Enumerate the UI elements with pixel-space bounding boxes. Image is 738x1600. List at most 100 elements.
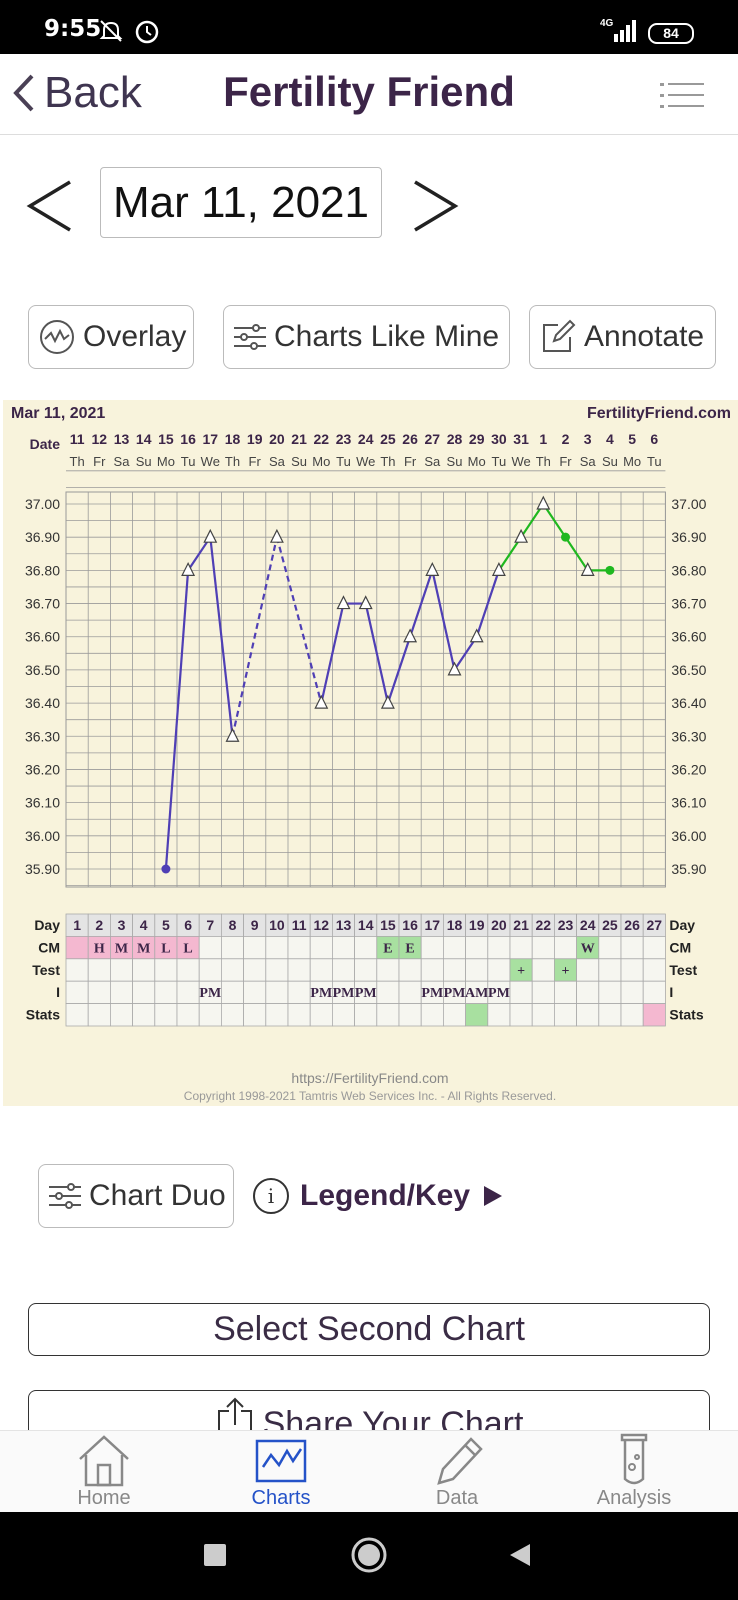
weekday-label: Mo (312, 454, 330, 469)
table-cell (642, 936, 666, 960)
date-label: 2 (562, 431, 570, 447)
table-cell-text: 11 (292, 917, 307, 933)
weekday-label: Th (70, 454, 85, 469)
weekday-label: Mo (157, 454, 175, 469)
back-nav-icon[interactable] (508, 1542, 532, 1568)
temperature-segment (564, 536, 589, 571)
weekday-label: Sa (424, 454, 441, 469)
table-cell-text: 3 (118, 917, 126, 933)
tab-data[interactable]: Data (365, 1431, 549, 1513)
menu-icon[interactable] (660, 81, 704, 111)
table-cell (531, 1003, 555, 1027)
table-cell-text: + (517, 964, 525, 979)
weekday-label: Mo (623, 454, 641, 469)
y-tick-label: 35.90 (25, 861, 60, 877)
overlay-button[interactable]: Overlay (28, 305, 194, 369)
legend-key-link[interactable]: i Legend/Key (252, 1176, 504, 1216)
table-cell (576, 980, 600, 1005)
chart-duo-button[interactable]: Chart Duo (38, 1164, 234, 1228)
select-second-chart-button[interactable]: Select Second Chart (28, 1303, 710, 1356)
chart-svg: Mar 11, 2021 FertilityFriend.com 37.00 37… (11, 405, 731, 1103)
table-cell (376, 980, 400, 1005)
table-cell (354, 958, 378, 982)
table-cell-text: 16 (402, 917, 418, 933)
status-bar: 9:55 4G 84 (0, 0, 738, 54)
tab-charts-label: Charts (251, 1487, 311, 1509)
row-label: CM (38, 939, 60, 955)
overlay-icon (40, 320, 74, 354)
date-label: 3 (584, 431, 592, 447)
weekday-label: Fr (404, 454, 417, 469)
temperature-point (536, 495, 551, 510)
table-cell (465, 1003, 489, 1027)
back-button[interactable]: Back (12, 68, 142, 117)
table-cell-text: PM (310, 986, 332, 1001)
table-cell (154, 980, 178, 1005)
date-label: 22 (314, 431, 330, 447)
y-tick-label: 36.00 (671, 828, 706, 844)
table-cell (198, 1003, 222, 1027)
date-label: 19 (247, 431, 263, 447)
table-cell-text: 7 (206, 917, 214, 933)
date-label: 17 (203, 431, 219, 447)
temperature-point (269, 528, 284, 543)
table-cell-text: + (562, 964, 570, 979)
table-cell (331, 1003, 355, 1027)
temperature-point (514, 528, 529, 543)
table-cell (531, 936, 555, 960)
temperature-point (161, 864, 171, 874)
status-time: 9:55 (44, 16, 102, 42)
share-icon (217, 1397, 252, 1437)
fertility-chart[interactable]: Mar 11, 2021 FertilityFriend.com 37.00 37… (3, 400, 738, 1106)
temperature-point (380, 694, 395, 709)
home-nav-icon[interactable] (350, 1536, 388, 1574)
weekday-label: Sa (269, 454, 286, 469)
mute-icon (99, 20, 123, 42)
table-cell (531, 980, 555, 1005)
table-cell (576, 1003, 600, 1027)
temperature-segment (164, 570, 190, 870)
info-icon: i (253, 1178, 289, 1214)
tab-home[interactable]: Home (12, 1431, 196, 1513)
date-label: 15 (158, 431, 174, 447)
table-cell (331, 936, 355, 960)
table-cell-text: 22 (536, 917, 552, 933)
temperature-point (605, 565, 615, 575)
recent-apps-icon[interactable] (204, 1544, 226, 1566)
date-field[interactable]: Mar 11, 2021 (100, 167, 382, 238)
table-cell-text: 1 (73, 917, 81, 933)
tab-home-label: Home (77, 1487, 131, 1509)
chevron-left-icon (13, 74, 34, 112)
table-cell-text: AM (465, 986, 488, 1001)
table-cell (398, 1003, 422, 1027)
previous-date-button[interactable] (22, 176, 82, 236)
date-label: 21 (291, 431, 307, 447)
weekday-label: Tu (647, 454, 662, 469)
annotate-button[interactable]: Annotate (529, 305, 716, 369)
temperature-point (358, 595, 373, 610)
charts-like-mine-button[interactable]: Charts Like Mine (223, 305, 510, 369)
table-cell-text: 26 (624, 917, 640, 933)
row-label: Stats (26, 1007, 60, 1023)
y-tick-label: 36.50 (671, 662, 706, 678)
table-cell-text: L (161, 941, 170, 956)
y-tick-label: 36.60 (25, 629, 60, 645)
date-label: 1 (539, 431, 547, 447)
system-navigation-bar (0, 1512, 738, 1600)
table-cell (265, 958, 289, 982)
weekday-label: We (201, 454, 220, 469)
tab-analysis[interactable]: Analysis (542, 1431, 726, 1513)
tab-charts[interactable]: Charts (189, 1431, 373, 1513)
battery-indicator: 84 (648, 23, 694, 44)
table-cell (420, 936, 444, 960)
y-tick-label: 36.60 (671, 629, 706, 645)
temperature-point (491, 562, 506, 576)
table-cell-text: 23 (558, 917, 574, 933)
y-tick-label: 36.80 (25, 562, 60, 578)
table-cell (420, 958, 444, 982)
table-cell (620, 1003, 644, 1027)
row-label: Test (32, 962, 60, 978)
next-date-button[interactable] (405, 176, 465, 236)
row-label: Test (669, 962, 697, 978)
table-cell (110, 1003, 134, 1027)
